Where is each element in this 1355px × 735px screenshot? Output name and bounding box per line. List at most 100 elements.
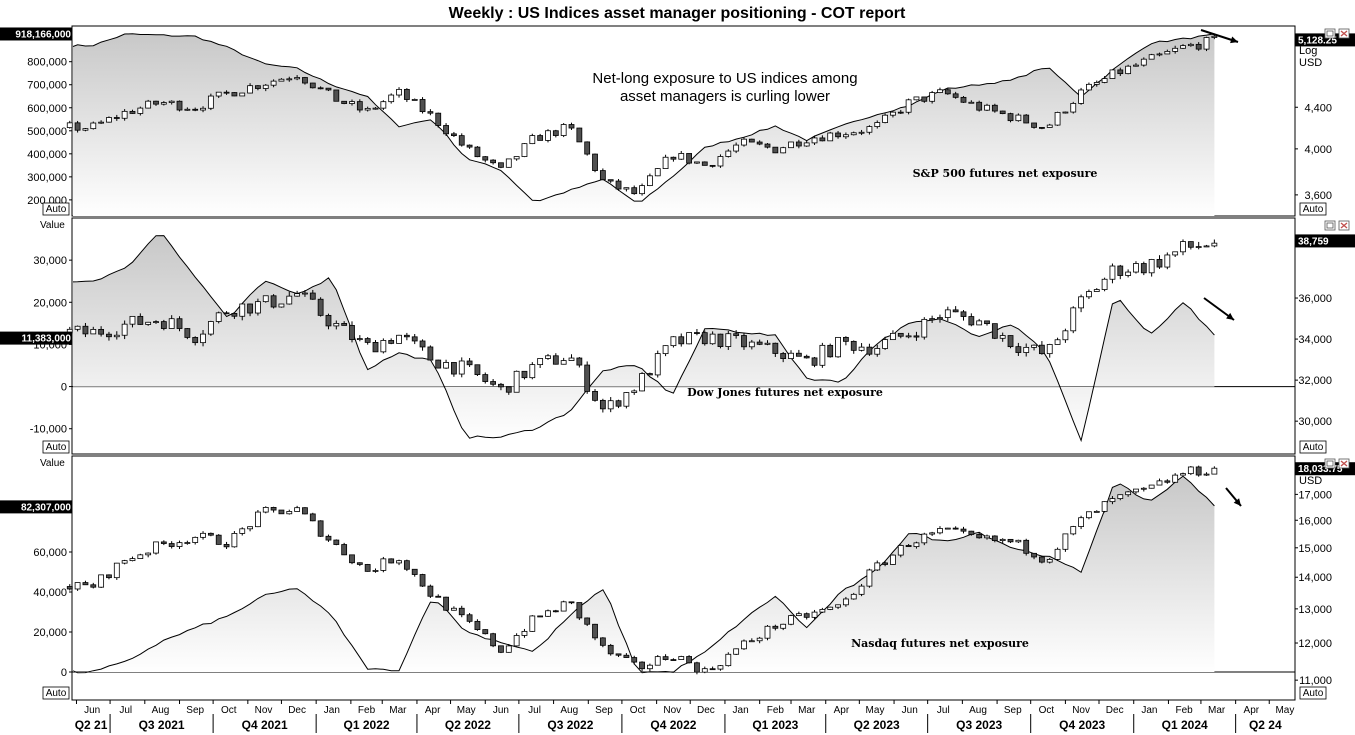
quarter-label: Q3 2023 xyxy=(956,718,1002,732)
candle-body xyxy=(341,323,348,326)
maximize-icon[interactable] xyxy=(1324,220,1336,231)
candle-body xyxy=(302,292,308,295)
close-icon-x xyxy=(1340,460,1348,467)
month-label: Aug xyxy=(152,705,170,716)
panel-label: Dow Jones futures net exposure xyxy=(687,386,883,399)
candle-body xyxy=(694,332,700,334)
right-last-value: 18,033.75 xyxy=(1298,464,1343,475)
candle-body xyxy=(207,321,214,335)
candle-body xyxy=(976,101,983,111)
candle-body xyxy=(937,89,943,93)
candle-body xyxy=(709,164,716,167)
candle-body xyxy=(427,346,434,361)
candle-body xyxy=(443,596,449,611)
month-label: Oct xyxy=(630,705,646,716)
price-candles xyxy=(66,465,1218,675)
candle-body xyxy=(890,332,896,341)
month-label: Jul xyxy=(937,705,950,716)
auto-scale-left-button[interactable]: Auto xyxy=(42,440,70,454)
candle-body xyxy=(160,102,167,105)
candle-body xyxy=(890,554,896,565)
close-icon[interactable] xyxy=(1338,28,1350,39)
candle-body xyxy=(545,610,551,617)
month-label: Jan xyxy=(324,705,340,716)
candle-body xyxy=(623,187,630,190)
candle-body xyxy=(1117,69,1124,75)
quarter-label: Q2 2022 xyxy=(445,718,491,732)
candle-body xyxy=(192,536,199,543)
candle-body xyxy=(568,601,575,604)
maximize-icon[interactable] xyxy=(1324,458,1336,469)
candle-body xyxy=(592,390,598,401)
maximize-icon-inner xyxy=(1326,30,1334,37)
candle-body xyxy=(176,318,183,329)
quarter-label: Q4 2023 xyxy=(1059,718,1105,732)
candle-body xyxy=(458,607,465,616)
candle-body xyxy=(701,161,708,166)
auto-scale-right-button[interactable]: Auto xyxy=(1299,202,1327,216)
candle-body xyxy=(372,570,379,572)
price-candles xyxy=(66,239,1218,413)
candle-body xyxy=(639,661,645,670)
maximize-icon[interactable] xyxy=(1324,28,1336,39)
month-label: Feb xyxy=(767,705,785,716)
candle-body xyxy=(1180,45,1186,49)
right-last-value-badge xyxy=(1295,234,1355,248)
candle-body xyxy=(725,150,732,157)
candle-body xyxy=(874,562,881,571)
close-icon[interactable] xyxy=(1338,458,1350,469)
candle-body xyxy=(1062,111,1069,114)
candle-body xyxy=(1140,263,1147,274)
auto-scale-right-button[interactable]: Auto xyxy=(1299,686,1327,700)
candle-body xyxy=(647,175,653,187)
candle-body xyxy=(827,344,834,358)
left-tick-label: -10,000 xyxy=(30,424,67,436)
auto-scale-left-button[interactable]: Auto xyxy=(42,686,70,700)
candle-body xyxy=(748,640,755,643)
candle-body xyxy=(670,156,677,160)
candle-body xyxy=(748,138,755,143)
right-tick-label: 16,000 xyxy=(1298,515,1332,527)
candle-body xyxy=(411,568,418,575)
candle-body xyxy=(631,187,638,195)
candle-body xyxy=(654,656,661,666)
month-label: Sep xyxy=(595,705,613,716)
candle-body xyxy=(294,77,301,80)
candle-body xyxy=(207,95,214,109)
candle-body xyxy=(733,333,740,336)
month-label: Feb xyxy=(358,705,376,716)
auto-scale-left-button[interactable]: Auto xyxy=(42,202,70,216)
candle-body xyxy=(121,323,128,336)
candle-body xyxy=(960,311,967,317)
left-tick-label: 400,000 xyxy=(27,149,67,161)
candle-body xyxy=(1195,246,1202,248)
candle-body xyxy=(882,339,888,349)
candle-body xyxy=(811,137,818,144)
candle-body xyxy=(850,340,857,351)
candle-body xyxy=(262,84,269,89)
candle-body xyxy=(897,111,904,114)
right-tick-label: 36,000 xyxy=(1298,293,1332,305)
auto-button-label: Auto xyxy=(1303,688,1324,699)
right-tick-label: 4,400 xyxy=(1304,102,1332,114)
left-tick-label: 40,000 xyxy=(33,587,67,599)
candle-body xyxy=(176,100,183,111)
candle-body xyxy=(192,108,199,111)
candle-body xyxy=(1054,112,1061,126)
auto-button-label: Auto xyxy=(46,688,67,699)
candle-body xyxy=(968,101,975,104)
candle-body xyxy=(795,352,802,357)
candle-body xyxy=(333,539,340,545)
close-icon[interactable] xyxy=(1338,220,1350,231)
candle-body xyxy=(607,644,614,655)
arrow-head xyxy=(1233,498,1241,506)
candle-body xyxy=(701,668,708,673)
candle-body xyxy=(349,325,355,340)
auto-scale-right-button[interactable]: Auto xyxy=(1299,440,1327,454)
candle-body xyxy=(435,359,442,369)
candle-body xyxy=(325,87,332,91)
candle-body xyxy=(623,392,630,407)
candle-body xyxy=(372,107,379,110)
month-label: Mar xyxy=(389,705,407,716)
candle-body xyxy=(921,318,928,338)
